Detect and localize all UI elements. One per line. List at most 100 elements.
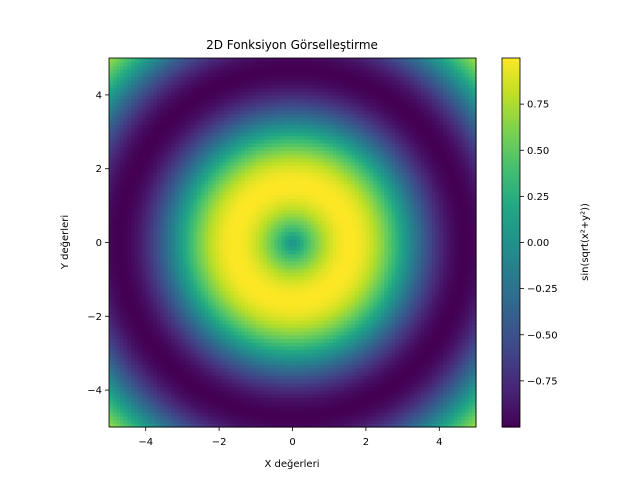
heatmap-cell — [222, 272, 228, 277]
heatmap-cell — [230, 294, 235, 299]
heatmap-cell — [142, 272, 147, 277]
heatmap-cell — [362, 279, 367, 284]
heatmap-cell — [244, 294, 250, 299]
heatmap-cell — [409, 367, 415, 373]
heatmap-cell — [461, 390, 466, 395]
heatmap-cell — [241, 272, 246, 277]
heatmap-cell — [457, 397, 462, 402]
heatmap-cell — [384, 253, 389, 258]
heatmap-cell — [314, 419, 319, 424]
heatmap-cell — [332, 345, 338, 351]
heatmap-cell — [468, 279, 473, 284]
heatmap-cell — [178, 308, 183, 314]
heatmap-cell — [464, 308, 470, 314]
heatmap-cell — [167, 319, 172, 325]
heatmap-cell — [380, 283, 385, 288]
heatmap-cell — [156, 294, 161, 299]
heatmap-cell — [138, 294, 143, 299]
heatmap-cell — [351, 272, 356, 277]
heatmap-cell — [457, 294, 462, 299]
heatmap-cell — [164, 308, 169, 314]
heatmap-cell — [461, 279, 466, 284]
heatmap-cell — [175, 283, 180, 288]
heatmap-cell — [193, 345, 198, 351]
heatmap-cell — [365, 323, 371, 328]
heatmap-cell — [189, 390, 195, 395]
heatmap-cell — [343, 360, 349, 365]
heatmap-cell — [384, 367, 389, 373]
heatmap-cell — [145, 331, 150, 336]
heatmap-cell — [461, 301, 466, 306]
heatmap-cell — [266, 308, 272, 314]
heatmap-cell — [274, 379, 279, 384]
heatmap-cell — [222, 379, 228, 384]
heatmap-cell — [354, 260, 360, 266]
heatmap-cell — [274, 423, 279, 428]
heatmap-cell — [186, 242, 191, 247]
heatmap-cell — [237, 382, 242, 388]
heatmap-cell — [365, 393, 371, 399]
heatmap-cell — [237, 356, 242, 362]
heatmap-cell — [131, 401, 136, 406]
heatmap-cell — [369, 390, 374, 395]
heatmap-cell — [175, 371, 180, 376]
heatmap-cell — [171, 242, 176, 247]
heatmap-cell — [285, 283, 290, 288]
heatmap-cell — [398, 404, 404, 410]
heatmap-cell — [116, 246, 121, 251]
heatmap-cell — [252, 382, 257, 388]
heatmap-cell — [409, 364, 415, 369]
heatmap-cell — [252, 272, 257, 277]
heatmap-cell — [307, 379, 312, 384]
heatmap-cell — [387, 382, 393, 388]
heatmap-cell — [365, 404, 371, 410]
heatmap-cell — [354, 371, 360, 376]
heatmap-cell — [263, 279, 268, 284]
heatmap-cell — [472, 286, 477, 292]
heatmap-cell — [457, 312, 462, 317]
heatmap-cell — [178, 264, 183, 269]
heatmap-cell — [464, 272, 470, 277]
heatmap-cell — [409, 301, 415, 306]
heatmap-cell — [186, 379, 191, 384]
heatmap-cell — [167, 356, 172, 362]
heatmap-cell — [384, 382, 389, 388]
heatmap-cell — [446, 349, 451, 354]
heatmap-cell — [391, 408, 396, 413]
heatmap-cell — [222, 415, 228, 421]
heatmap-cell — [424, 319, 429, 325]
heatmap-cell — [248, 312, 253, 317]
heatmap-cell — [270, 397, 275, 402]
heatmap-cell — [406, 279, 411, 284]
heatmap-cell — [343, 419, 349, 424]
heatmap-cell — [439, 279, 444, 284]
heatmap-cell — [329, 404, 334, 410]
heatmap-cell — [149, 305, 154, 310]
heatmap-cell — [112, 316, 117, 321]
heatmap-cell — [153, 297, 158, 303]
heatmap-cell — [292, 353, 297, 358]
heatmap-cell — [406, 397, 411, 402]
heatmap-cell — [343, 260, 349, 266]
heatmap-cell — [340, 364, 345, 369]
heatmap-cell — [376, 393, 382, 399]
heatmap-cell — [189, 246, 195, 251]
heatmap-cell — [391, 360, 396, 365]
heatmap-cell — [384, 308, 389, 314]
heatmap-cell — [112, 390, 117, 395]
heatmap-cell — [215, 415, 220, 421]
heatmap-cell — [145, 279, 150, 284]
heatmap-cell — [329, 342, 334, 347]
heatmap-cell — [156, 308, 161, 314]
heatmap-cell — [402, 260, 407, 266]
heatmap-cell — [391, 294, 396, 299]
heatmap-cell — [116, 364, 121, 369]
heatmap-cell — [200, 253, 206, 258]
heatmap-cell — [365, 316, 371, 321]
heatmap-cell — [178, 246, 183, 251]
heatmap-cell — [182, 419, 187, 424]
heatmap-cell — [318, 275, 323, 280]
heatmap-cell — [211, 294, 217, 299]
heatmap-cell — [450, 364, 455, 369]
heatmap-cell — [241, 342, 246, 347]
